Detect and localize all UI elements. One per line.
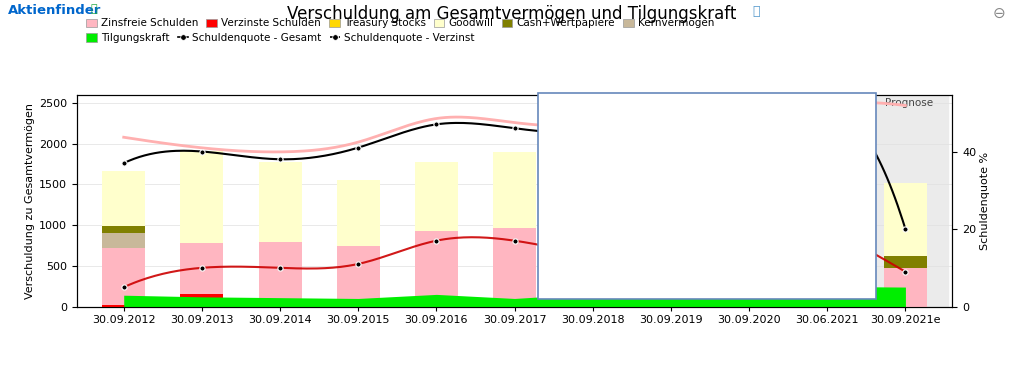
Bar: [728, 98, 771, 207]
Bar: [571, 280, 614, 307]
Point: [428, 122, 444, 127]
Point: [271, 156, 288, 162]
Bar: [806, 267, 849, 307]
Bar: [884, 256, 927, 268]
Bar: [649, 207, 692, 258]
Point: [116, 284, 132, 290]
Point: [585, 253, 601, 259]
Y-axis label: Verschuldung zu Gesamtvermögen: Verschuldung zu Gesamtvermögen: [25, 103, 35, 299]
FancyBboxPatch shape: [538, 93, 876, 299]
Point: [819, 228, 836, 234]
Text: Prognose: Prognose: [885, 98, 933, 108]
Bar: [806, 199, 849, 267]
Bar: [415, 231, 458, 307]
Bar: [102, 233, 145, 248]
Y-axis label: Schuldenquote %: Schuldenquote %: [980, 152, 990, 250]
Text: • Cash+Wertpapiere:: • Cash+Wertpapiere:: [548, 195, 644, 204]
Point: [350, 145, 367, 150]
Bar: [649, 258, 692, 307]
Point: [507, 125, 523, 131]
Point: [507, 238, 523, 243]
Point: [194, 149, 210, 154]
Text: 1,224.85 in Mio. USD: 1,224.85 in Mio. USD: [618, 211, 721, 220]
Bar: [806, 100, 849, 199]
Text: ⊖: ⊖: [993, 5, 1006, 20]
Bar: [494, 152, 536, 228]
Text: 488.26 in Mio. USD: 488.26 in Mio. USD: [644, 133, 738, 142]
Bar: [258, 242, 301, 307]
Text: • Tilgungskraft:: • Tilgungskraft:: [548, 226, 618, 235]
Point: [116, 160, 132, 166]
Text: • Schuldenquote - Gesamt:: • Schuldenquote - Gesamt:: [548, 257, 670, 266]
Bar: [180, 243, 223, 295]
Bar: [884, 268, 927, 307]
Text: Verschuldung am Gesamtvermögen und Tilgungskraft: Verschuldung am Gesamtvermögen und Tilgu…: [288, 5, 736, 23]
Point: [428, 238, 444, 243]
Text: • Treasury Stocks:: • Treasury Stocks:: [548, 164, 630, 173]
Bar: [180, 151, 223, 243]
Text: 30.06.2021: 30.06.2021: [548, 102, 603, 111]
Text: ⓘ: ⓘ: [753, 5, 760, 19]
Point: [271, 265, 288, 271]
Point: [194, 265, 210, 271]
Bar: [337, 180, 380, 246]
Text: 246.96 in Mio. USD: 246.96 in Mio. USD: [623, 226, 717, 235]
Bar: [806, 0, 849, 81]
Bar: [102, 248, 145, 305]
Text: • Kernvermögen:: • Kernvermögen:: [548, 211, 626, 220]
Point: [350, 261, 367, 267]
Point: [897, 269, 913, 274]
Bar: [571, 173, 614, 185]
Text: Freier-CashFlow: 285; Dividenden: -38: Freier-CashFlow: 285; Dividenden: -38: [548, 242, 714, 250]
Text: 1,051.8 in Mio. USD: 1,051.8 in Mio. USD: [600, 180, 697, 189]
Bar: [102, 226, 145, 233]
Bar: [571, 185, 614, 228]
Bar: [728, 207, 771, 215]
Bar: [649, 177, 692, 207]
Bar: [415, 162, 458, 231]
Text: 52.51 %: 52.51 %: [662, 257, 701, 266]
Bar: [728, 215, 771, 261]
Point: [741, 110, 758, 116]
Bar: [258, 162, 301, 242]
Bar: [571, 228, 614, 280]
Point: [819, 100, 836, 106]
Bar: [866, 95, 948, 307]
Bar: [102, 170, 145, 226]
Point: [819, 100, 836, 106]
Bar: [884, 183, 927, 256]
Point: [585, 129, 601, 135]
Bar: [102, 305, 145, 307]
Point: [663, 118, 679, 123]
Text: 0 in Mio. USD: 0 in Mio. USD: [631, 164, 697, 173]
Text: • Verzinste Schulden:: • Verzinste Schulden:: [548, 133, 645, 142]
Point: [663, 257, 679, 263]
Point: [819, 284, 836, 289]
Text: 📊: 📊: [90, 4, 96, 14]
Bar: [728, 261, 771, 307]
Bar: [337, 246, 380, 302]
Text: • Schuldenquote - Verzinst:: • Schuldenquote - Verzinst:: [548, 273, 671, 281]
Bar: [494, 228, 536, 307]
Bar: [180, 295, 223, 307]
Legend: Tilgungskraft, Schuldenquote - Gesamt, Schuldenquote - Verzinst: Tilgungskraft, Schuldenquote - Gesamt, S…: [82, 29, 479, 47]
Text: 234.27 in Mio. USD: 234.27 in Mio. USD: [636, 195, 730, 204]
Point: [741, 222, 758, 228]
Text: Aktienfinder: Aktienfinder: [8, 4, 101, 17]
Text: 830.17 in Mio. USD: 830.17 in Mio. USD: [644, 118, 738, 127]
Bar: [806, 81, 849, 100]
Legend: Zinsfreie Schulden, Verzinste Schulden, Treasury Stocks, Goodwill, Cash+Wertpapi: Zinsfreie Schulden, Verzinste Schulden, …: [82, 14, 719, 32]
Text: Goodwill:: Goodwill:: [548, 180, 597, 189]
Text: • Zinsfreie Schulden:: • Zinsfreie Schulden:: [548, 118, 643, 127]
Point: [897, 226, 913, 232]
Text: Zinsaufwand: -11: Zinsaufwand: -11: [548, 149, 624, 158]
Bar: [337, 302, 380, 307]
Text: 19.45 %: 19.45 %: [671, 273, 711, 281]
